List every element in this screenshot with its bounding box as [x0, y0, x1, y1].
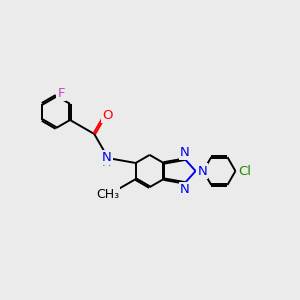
- Text: N: N: [180, 146, 190, 159]
- Text: N: N: [197, 164, 207, 178]
- Text: F: F: [57, 87, 65, 100]
- Text: N: N: [180, 183, 190, 196]
- Text: N: N: [102, 151, 112, 164]
- Text: H: H: [102, 156, 111, 169]
- Text: CH₃: CH₃: [96, 188, 119, 201]
- Text: Cl: Cl: [238, 164, 251, 178]
- Text: O: O: [102, 109, 113, 122]
